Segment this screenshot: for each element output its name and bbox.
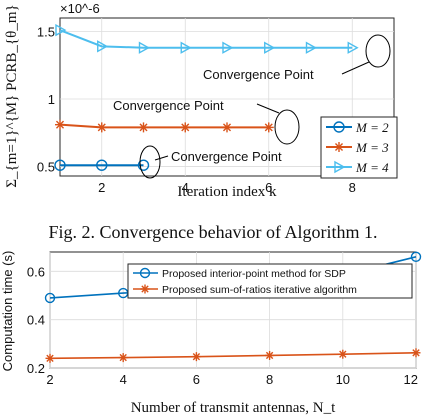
legend-marker [334,142,344,152]
series-4 [55,23,359,54]
bottom-y-axis-label: Computation time (s) [0,251,15,372]
bottom-legend: Proposed interior-point method for SDP Pr… [127,263,413,299]
annotation-pointer [341,61,370,75]
y-tick-label: 0.6 [27,264,45,279]
x-tick-label: 6 [193,372,200,387]
series-2 [54,159,150,171]
legend-marker [140,284,150,294]
legend-marker [333,121,345,133]
data-point [55,119,65,130]
annotation-text: Convergence Point [203,67,314,82]
y-tick-label: 1.5 [37,25,55,40]
legend-label: Proposed interior-point method for SDP [162,268,346,280]
y-tick-label: 1 [48,92,55,107]
series-3 [55,119,274,133]
series-line [59,123,269,129]
legend-label: M = 4 [355,160,389,175]
annotation-m4: Convergence Point [203,34,391,82]
data-point [305,41,317,54]
legend-marker [334,160,346,174]
bottom-chart: 2 4 6 8 10 12 0.2 0.4 0.6 Computation time (s) N… [0,251,422,416]
annotation-m2: Convergence Point [139,145,282,179]
data-point [118,353,128,363]
data-point [222,122,232,133]
top-chart: 2 4 6 8 0.5 1 1.5 ×10^-6 Σ_{m=1}^{M} PCRB_{θ_m… [4,1,398,200]
data-point [44,292,56,304]
figure-caption: Fig. 2. Convergence behavior of Algorith… [48,222,377,242]
x-tick-label: 4 [182,180,189,195]
series-sum-of-ratios [45,348,421,363]
x-tick-label: 8 [266,372,273,387]
data-point [263,122,274,133]
data-point [138,122,149,133]
top-legend: M = 2 M = 3 M = 4 [320,116,398,179]
annotation-text: Convergence Point [113,98,224,113]
x-tick-label: 2 [98,180,105,195]
annotation-ellipse [139,145,161,179]
data-point [45,353,55,363]
annotation-ellipse [365,34,391,68]
data-point [191,352,201,362]
x-tick-label: 4 [120,372,127,387]
data-point [54,159,66,171]
data-point [96,122,107,133]
data-point [137,159,150,171]
data-point [138,41,150,54]
annotation-m3: Convergence Point [113,98,300,145]
data-point [55,23,67,37]
data-point [97,40,109,53]
top-y-axis-label-text: Σ_{m=1}^{M} PCRB_{θ_m} [4,4,20,187]
x-tick-label: 6 [265,180,272,195]
y-tick-label: 0.4 [27,313,45,328]
x-tick-label: 12 [404,372,418,387]
data-point [180,122,191,133]
top-series [54,23,359,171]
data-point [347,41,359,54]
bottom-x-axis-label: Number of transmit antennas, N_t [131,400,336,416]
data-point [338,349,348,359]
annotation-text: Convergence Point [171,149,282,164]
top-tick-labels: 2 4 6 8 0.5 1 1.5 [37,25,356,195]
data-point [265,350,275,360]
legend-label: M = 2 [355,120,389,135]
data-point [264,41,276,54]
annotation-pointer [154,155,169,161]
annotation-ellipse [274,109,300,145]
legend-marker [139,267,151,279]
y-tick-label: 0.2 [27,361,45,376]
legend-box [127,263,413,299]
y-tick-label: 0.5 [37,160,55,175]
y-exponent-label: ×10^-6 [60,1,100,16]
top-x-axis-label: Iteration index k [177,184,277,200]
data-point [96,159,108,171]
legend-label: Proposed sum-of-ratios iterative algorit… [162,284,357,296]
x-tick-label: 2 [46,372,53,387]
data-point [410,251,422,263]
data-point [411,348,421,358]
series-line [59,29,353,49]
series-line [49,351,417,360]
x-tick-label: 10 [336,372,350,387]
bottom-y-axis-label-text: Computation time (s) [0,251,15,372]
data-point [180,41,192,54]
x-tick-label: 8 [349,180,356,195]
data-point [222,41,234,54]
legend-label: M = 3 [355,140,389,155]
annotation-pointer [256,103,280,114]
top-y-axis-label: Σ_{m=1}^{M} PCRB_{θ_m} [4,4,20,187]
bottom-tick-labels: 2 4 6 8 10 12 0.2 0.4 0.6 [27,264,418,387]
